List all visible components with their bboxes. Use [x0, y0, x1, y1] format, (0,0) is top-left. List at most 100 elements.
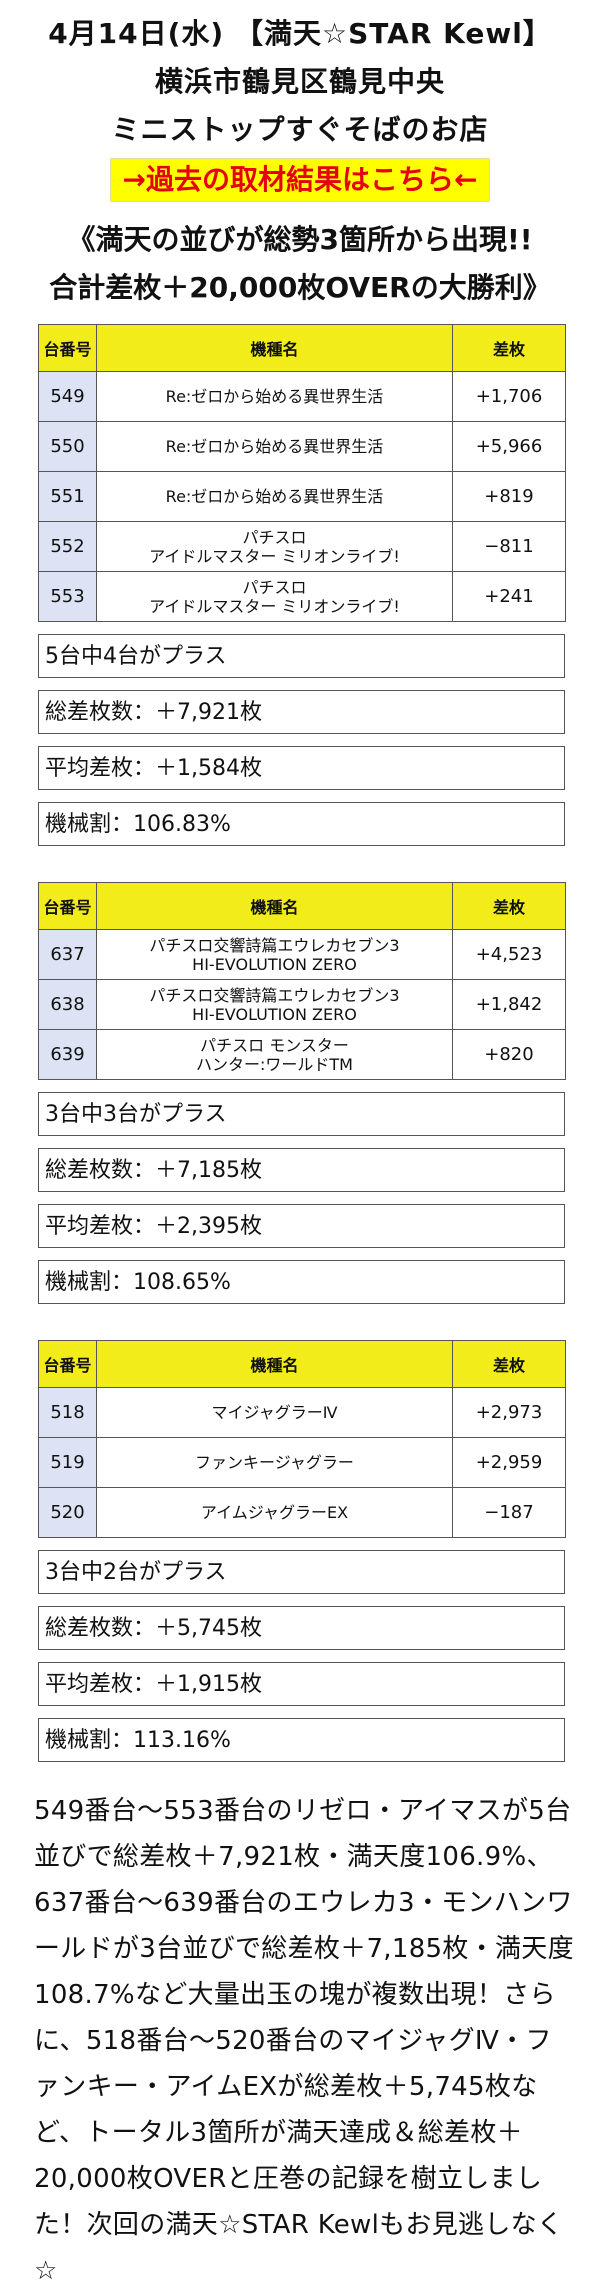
machine-name-line: パチスロ交響詩篇エウレカセブン3 [149, 985, 400, 1005]
group-spacer [0, 1304, 600, 1328]
machine-name: パチスロ アイドルマスター ミリオンライブ! [96, 571, 453, 622]
machine-name-line: Re:ゼロから始める異世界生活 [165, 387, 384, 406]
results-groups: 台番号 機種名 差枚 549 Re:ゼロから始める異世界生活 +1,706 550 Re:ゼロ… [0, 324, 600, 1762]
machine-number: 639 [38, 1029, 97, 1080]
machine-number: 553 [38, 571, 97, 622]
machine-name-line: アイムジャグラーEX [200, 1503, 349, 1522]
machine-name-line: ハンター:ワールドTM [196, 1054, 353, 1074]
payout-rate-box: 機械割：108.65% [38, 1260, 565, 1304]
group-spacer [0, 846, 600, 870]
machine-name: ファンキージャグラー [96, 1437, 453, 1488]
summary-text: 549番台〜553番台のリゼロ・アイマスが5台並びで総差枚＋7,921枚・満天度… [34, 1796, 574, 2286]
table-row: 518 マイジャグラーⅣ +2,973 [38, 1387, 566, 1438]
machine-name-line: HI-EVOLUTION ZERO [192, 1004, 357, 1024]
coin-difference: +5,966 [452, 421, 566, 472]
machine-name-line: ファンキージャグラー [195, 1453, 354, 1472]
machine-name: アイムジャグラーEX [96, 1487, 453, 1538]
machine-number: 518 [38, 1387, 97, 1438]
plus-count-box: 5台中4台がプラス [38, 634, 565, 678]
machine-name-line: パチスロ交響詩篇エウレカセブン3 [149, 935, 400, 955]
table-row: 549 Re:ゼロから始める異世界生活 +1,706 [38, 371, 566, 422]
total-diff-box: 総差枚数：＋7,185枚 [38, 1148, 565, 1192]
machine-results-table: 台番号 機種名 差枚 637 パチスロ交響詩篇エウレカセブン3 HI-EVOLUTION … [38, 882, 566, 1080]
average-diff-box: 平均差枚：＋1,915枚 [38, 1662, 565, 1706]
machine-name-line: パチスロ モンスター [200, 1035, 349, 1055]
table-row: 553 パチスロ アイドルマスター ミリオンライブ! +241 [38, 571, 566, 622]
table-row: 550 Re:ゼロから始める異世界生活 +5,966 [38, 421, 566, 472]
page-header: 4月14日(水) 【満天☆STAR Kewl】 横浜市鶴見区鶴見中央 ミニストッ… [0, 0, 600, 154]
coin-difference: +1,842 [452, 979, 566, 1030]
column-header-number: 台番号 [38, 324, 97, 372]
column-header-machine: 機種名 [96, 1340, 453, 1388]
machine-name-line: アイドルマスター ミリオンライブ! [149, 546, 400, 566]
table-row: 551 Re:ゼロから始める異世界生活 +819 [38, 471, 566, 522]
machine-number: 550 [38, 421, 97, 472]
column-header-machine: 機種名 [96, 882, 453, 930]
past-results-link[interactable]: →過去の取材結果はこちら← [109, 158, 491, 202]
machine-name-line: パチスロ [242, 527, 307, 547]
table-row: 638 パチスロ交響詩篇エウレカセブン3 HI-EVOLUTION ZERO +1,8… [38, 979, 566, 1030]
machine-name: Re:ゼロから始める異世界生活 [96, 421, 453, 472]
coin-difference: −187 [452, 1487, 566, 1538]
store-address: 横浜市鶴見区鶴見中央 [154, 65, 445, 98]
machine-number: 637 [38, 929, 97, 980]
total-diff-box: 総差枚数：＋7,921枚 [38, 690, 565, 734]
coin-difference: +241 [452, 571, 566, 622]
machine-name: パチスロ アイドルマスター ミリオンライブ! [96, 521, 453, 572]
average-diff-box: 平均差枚：＋2,395枚 [38, 1204, 565, 1248]
machine-name-line: アイドルマスター ミリオンライブ! [149, 596, 400, 616]
coin-difference: +2,959 [452, 1437, 566, 1488]
headline-line-1: 《満天の並びが総勢3箇所から出現!! [67, 223, 533, 256]
date-store-title: 4月14日(水) 【満天☆STAR Kewl】 [48, 17, 552, 50]
plus-count-box: 3台中3台がプラス [38, 1092, 565, 1136]
machine-name-line: HI-EVOLUTION ZERO [192, 954, 357, 974]
machine-number: 520 [38, 1487, 97, 1538]
machine-number: 519 [38, 1437, 97, 1488]
column-header-number: 台番号 [38, 1340, 97, 1388]
machine-name: パチスロ交響詩篇エウレカセブン3 HI-EVOLUTION ZERO [96, 979, 453, 1030]
table-header-row: 台番号 機種名 差枚 [38, 324, 566, 372]
column-header-machine: 機種名 [96, 324, 453, 372]
table-header-row: 台番号 機種名 差枚 [38, 1340, 566, 1388]
table-header-row: 台番号 機種名 差枚 [38, 882, 566, 930]
headline-line-2: 合計差枚＋20,000枚OVERの大勝利》 [49, 271, 551, 304]
machine-name: Re:ゼロから始める異世界生活 [96, 371, 453, 422]
average-diff-box: 平均差枚：＋1,584枚 [38, 746, 565, 790]
store-landmark: ミニストップすぐそばのお店 [111, 113, 489, 146]
machine-number: 551 [38, 471, 97, 522]
machine-number: 549 [38, 371, 97, 422]
headline: 《満天の並びが総勢3箇所から出現!! 合計差枚＋20,000枚OVERの大勝利》 [0, 216, 600, 312]
table-row: 552 パチスロ アイドルマスター ミリオンライブ! −811 [38, 521, 566, 572]
coin-difference: −811 [452, 521, 566, 572]
machine-results-table: 台番号 機種名 差枚 518 マイジャグラーⅣ +2,973 519 ファンキージャグラー +2… [38, 1340, 566, 1538]
past-results-link-wrap: →過去の取材結果はこちら← [0, 158, 600, 202]
coin-difference: +4,523 [452, 929, 566, 980]
column-header-diff: 差枚 [452, 882, 566, 930]
column-header-number: 台番号 [38, 882, 97, 930]
coin-difference: +2,973 [452, 1387, 566, 1438]
coin-difference: +1,706 [452, 371, 566, 422]
coin-difference: +820 [452, 1029, 566, 1080]
table-row: 637 パチスロ交響詩篇エウレカセブン3 HI-EVOLUTION ZERO +4,5… [38, 929, 566, 980]
table-row: 639 パチスロ モンスター ハンター:ワールドTM +820 [38, 1029, 566, 1080]
column-header-diff: 差枚 [452, 324, 566, 372]
machine-number: 552 [38, 521, 97, 572]
coin-difference: +819 [452, 471, 566, 522]
machine-name: マイジャグラーⅣ [96, 1387, 453, 1438]
machine-name-line: Re:ゼロから始める異世界生活 [165, 437, 384, 456]
table-row: 519 ファンキージャグラー +2,959 [38, 1437, 566, 1488]
machine-name: パチスロ モンスター ハンター:ワールドTM [96, 1029, 453, 1080]
machine-name-line: パチスロ [242, 577, 307, 597]
table-row: 520 アイムジャグラーEX −187 [38, 1487, 566, 1538]
plus-count-box: 3台中2台がプラス [38, 1550, 565, 1594]
machine-name-line: マイジャグラーⅣ [211, 1403, 338, 1422]
total-diff-box: 総差枚数：＋5,745枚 [38, 1606, 565, 1650]
machine-name-line: Re:ゼロから始める異世界生活 [165, 487, 384, 506]
column-header-diff: 差枚 [452, 1340, 566, 1388]
machine-number: 638 [38, 979, 97, 1030]
machine-name: Re:ゼロから始める異世界生活 [96, 471, 453, 522]
machine-results-table: 台番号 機種名 差枚 549 Re:ゼロから始める異世界生活 +1,706 550 Re:ゼロ… [38, 324, 566, 622]
payout-rate-box: 機械割：106.83% [38, 802, 565, 846]
payout-rate-box: 機械割：113.16% [38, 1718, 565, 1762]
machine-name: パチスロ交響詩篇エウレカセブン3 HI-EVOLUTION ZERO [96, 929, 453, 980]
